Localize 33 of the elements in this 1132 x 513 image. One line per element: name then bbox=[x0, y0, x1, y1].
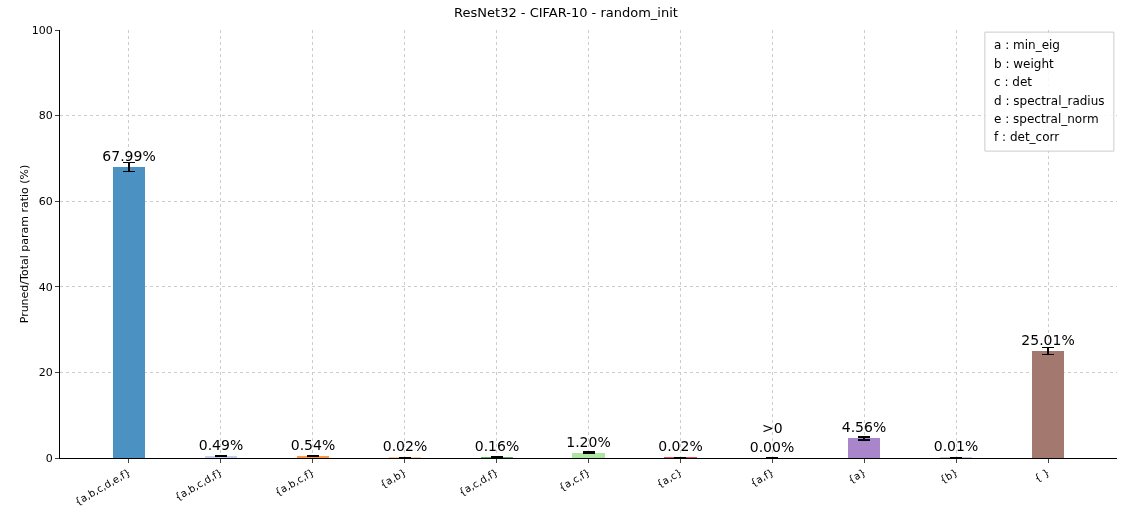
y-axis-title: Pruned/Total param ratio (%) bbox=[18, 164, 31, 324]
data-label: 67.99% bbox=[102, 148, 156, 164]
annotation: d : spectral_radius bbox=[994, 94, 1105, 108]
annotation: f : det_corr bbox=[994, 130, 1060, 144]
data-label: 0.54% bbox=[290, 437, 336, 453]
y-tick-label: 80 bbox=[38, 109, 53, 123]
y-tick-label: 100 bbox=[31, 23, 53, 37]
y-tick-label: 40 bbox=[38, 280, 53, 294]
data-label: 0.00% bbox=[749, 439, 795, 455]
x-tick-label: {a} bbox=[845, 466, 868, 486]
data-label: 1.20% bbox=[566, 434, 611, 450]
y-tick-label: 60 bbox=[38, 195, 53, 209]
data-label: 0.01% bbox=[933, 438, 979, 454]
bar bbox=[848, 438, 880, 458]
y-tick-label: 20 bbox=[38, 366, 53, 380]
x-tick-label: {b} bbox=[937, 466, 960, 486]
bar bbox=[572, 453, 605, 458]
data-label: 25.01% bbox=[1021, 332, 1075, 348]
annotation: c : det bbox=[994, 75, 1033, 89]
data-label: 0.02% bbox=[382, 438, 428, 454]
chart-title: ResNet32 - CIFAR-10 - random_init bbox=[454, 4, 678, 20]
data-label: 0.02% bbox=[658, 438, 703, 454]
annotation: a : min_eig bbox=[994, 38, 1060, 52]
data-label: 4.56% bbox=[841, 419, 887, 435]
x-tick-label: { } bbox=[1032, 466, 1052, 485]
bar bbox=[113, 167, 145, 458]
data-label: 0.49% bbox=[198, 437, 244, 453]
data-label: 0.16% bbox=[474, 438, 520, 454]
y-tick-label: 0 bbox=[45, 451, 53, 465]
annotation: e : spectral_norm bbox=[994, 112, 1099, 126]
annotation: >0 bbox=[762, 420, 783, 436]
bar bbox=[1032, 351, 1064, 458]
annotation: b : weight bbox=[994, 57, 1055, 71]
